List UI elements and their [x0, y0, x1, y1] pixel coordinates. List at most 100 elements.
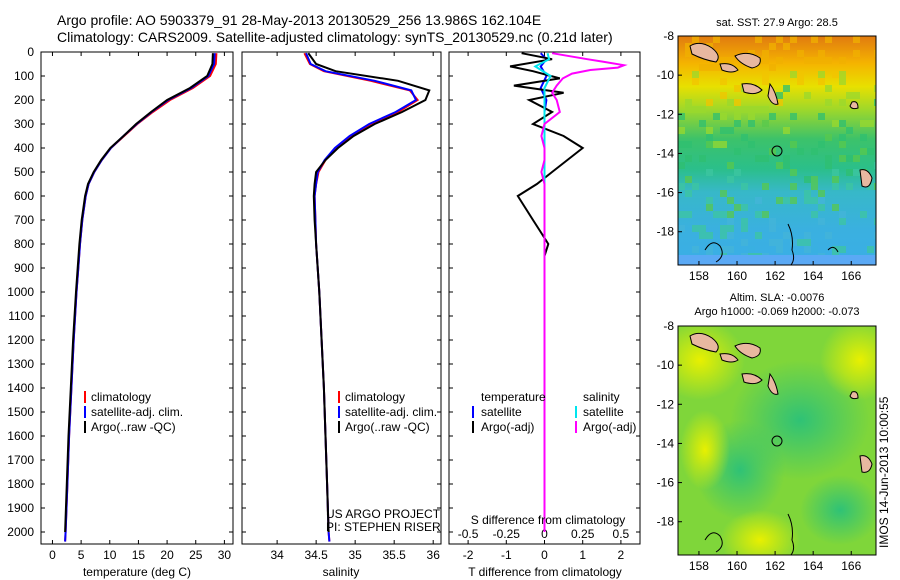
sst-pixel	[818, 50, 825, 57]
lat-tick-label: -10	[657, 358, 675, 372]
sst-pixel	[685, 99, 692, 106]
sst-pixel	[825, 162, 832, 169]
island-malaita	[767, 372, 779, 395]
island-solomons-1	[689, 42, 719, 63]
sst-pixel	[769, 113, 776, 120]
sst-pixel	[755, 232, 762, 239]
sst-pixel	[769, 225, 776, 232]
sst-pixel	[874, 85, 876, 92]
x-tick-label: 0	[49, 548, 56, 562]
lat-tick-label: -14	[657, 146, 675, 160]
sst-pixel	[734, 120, 741, 127]
sst-pixel	[860, 211, 867, 218]
sst-pixel	[776, 197, 783, 204]
depth-tick-label: 1700	[7, 453, 34, 467]
reef-contour-1	[704, 532, 723, 553]
pi-annotation: PI: STEPHEN RISER	[326, 520, 441, 534]
sst-pixel	[755, 211, 762, 218]
sst-pixel	[741, 218, 748, 225]
sst-pixel	[867, 120, 874, 127]
x-tick-label: 1	[579, 548, 586, 562]
sst-pixel	[678, 113, 685, 120]
lat-tick-label: -16	[657, 476, 675, 490]
island-solomons-3	[734, 52, 761, 69]
difference-profile-lines	[509, 52, 628, 532]
sst-pixel	[699, 232, 706, 239]
sst-pixel	[846, 155, 853, 162]
x-tick-label: 20	[160, 548, 174, 562]
sst-pixel	[783, 155, 790, 162]
sst-pixel	[790, 183, 797, 190]
sst-pixel	[853, 92, 860, 99]
sst-pixel	[839, 78, 846, 85]
sst-pixel	[818, 71, 825, 78]
sst-pixel	[727, 57, 734, 64]
sst-pixel	[678, 141, 685, 148]
depth-tick-label: 1100	[8, 309, 34, 323]
sla-map-title-1: Altim. SLA: -0.0076	[730, 292, 825, 304]
series-line-argo	[64, 53, 214, 533]
sst-pixel	[853, 169, 860, 176]
depth-tick-label: 300	[14, 117, 34, 131]
sst-pixel	[685, 141, 692, 148]
depth-tick-label: 2000	[7, 525, 34, 539]
sst-pixel	[685, 43, 692, 50]
s-difference-tick-label: 0	[541, 527, 548, 541]
sst-pixel	[762, 50, 769, 57]
sst-pixel	[825, 57, 832, 64]
series-line-s-argo	[540, 52, 628, 532]
island-vanuatu-1	[859, 455, 873, 473]
sst-pixel	[720, 211, 727, 218]
sst-pixel	[839, 71, 846, 78]
sst-pixel	[853, 36, 860, 43]
sst-pixel	[748, 246, 755, 253]
temperature-legend: climatology satellite-adj. clim. Argo(..…	[84, 390, 183, 434]
depth-tick-label: 1400	[7, 381, 34, 395]
sst-pixel	[867, 246, 874, 253]
sst-pixel	[762, 78, 769, 85]
sst-pixel	[720, 190, 727, 197]
sst-pixel	[804, 246, 811, 253]
x-tick-label: 35.5	[382, 548, 406, 562]
sst-map-frame	[677, 35, 877, 266]
sst-pixel	[797, 239, 804, 246]
sst-pixel	[734, 106, 741, 113]
lat-tick-label: -14	[657, 436, 675, 450]
sst-pixel	[818, 113, 825, 120]
series-line-climatology	[64, 53, 218, 542]
sst-pixel	[741, 183, 748, 190]
sst-pixel	[734, 85, 741, 92]
sst-pixel	[797, 148, 804, 155]
sst-pixel	[769, 64, 776, 71]
sst-pixel	[713, 36, 720, 43]
sst-pixel	[790, 141, 797, 148]
reef-contour-2	[787, 223, 795, 265]
sst-pixel	[727, 127, 734, 134]
sst-pixel	[706, 141, 713, 148]
sst-pixel	[699, 120, 706, 127]
depth-tick-label: 700	[14, 213, 34, 227]
lat-tick-label: -12	[657, 397, 675, 411]
sst-pixel	[811, 176, 818, 183]
lat-tick-label: -18	[657, 515, 675, 529]
sst-pixel	[713, 141, 720, 148]
sst-pixel	[685, 50, 692, 57]
s-difference-tick-label: 0.25	[571, 527, 595, 541]
sst-pixel	[678, 183, 685, 190]
sst-map-axes: -8 -10 -12 -14 -16 -18 158 160 162 164 166	[657, 29, 862, 283]
sst-pixel	[797, 71, 804, 78]
sst-pixel	[720, 127, 727, 134]
island-guadalcanal	[741, 373, 763, 385]
sst-pixel	[762, 211, 769, 218]
sst-pixel	[769, 239, 776, 246]
sst-pixel	[804, 197, 811, 204]
lon-tick-label: 160	[727, 559, 747, 573]
lat-tick-label: -18	[657, 225, 675, 239]
temperature-panel-frame	[40, 51, 234, 545]
depth-tick-label: 900	[14, 261, 34, 275]
sst-pixel	[839, 134, 846, 141]
sst-pixel	[783, 197, 790, 204]
series-line-satellite	[64, 53, 216, 542]
sst-pixel	[811, 148, 818, 155]
